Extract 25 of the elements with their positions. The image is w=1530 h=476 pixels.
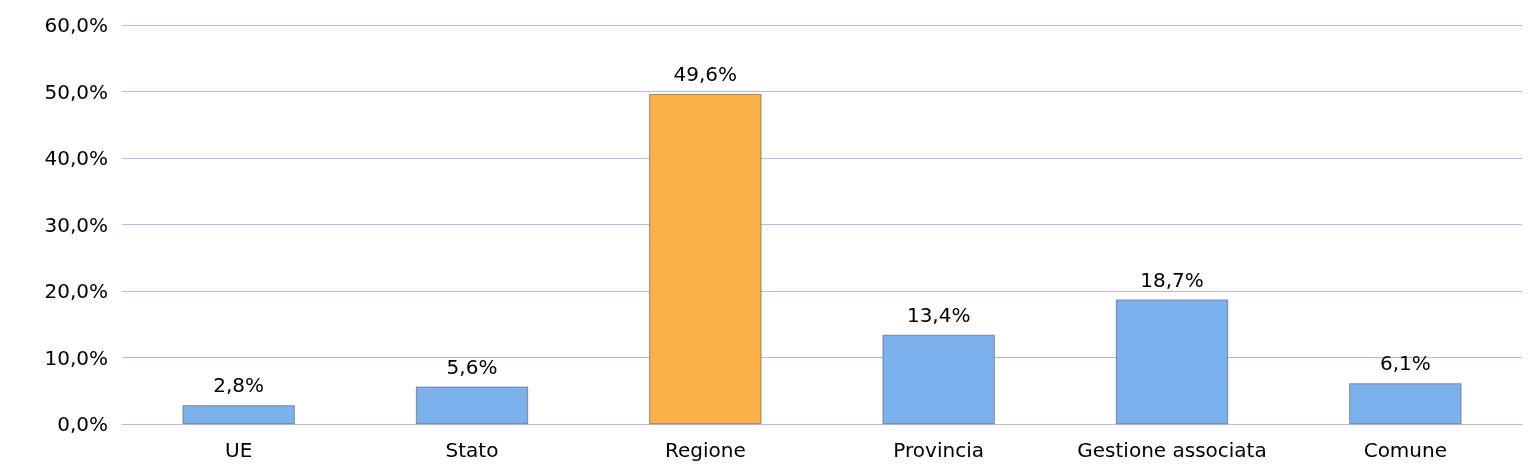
bar [882,334,995,424]
y-tick-label: 50,0% [44,79,108,104]
bar [649,94,762,424]
y-tick-label: 40,0% [44,146,108,170]
x-tick-label: Provincia [893,438,984,462]
y-tick-label: 60,0% [44,13,108,37]
y-tick-label: 0,0% [57,412,108,436]
bar [416,386,528,424]
y-tick-label: 30,0% [44,212,108,237]
x-tick-label: Regione [664,438,746,462]
data-label: 2,8% [213,373,265,398]
bar [1116,299,1228,424]
x-tick-label: Gestione associata [1077,438,1267,462]
data-label: 49,6% [673,62,738,87]
x-tick-label: UE [225,438,253,462]
x-tick-label: Comune [1363,438,1448,462]
data-label: 13,4% [906,302,971,327]
data-label: 6,1% [1379,351,1431,376]
y-tick-label: 20,0% [44,279,108,303]
x-tick-label: Stato [445,438,499,462]
data-label: 5,6% [446,354,498,379]
bar [1349,383,1462,424]
y-tick-label: 10,0% [44,345,108,370]
data-label: 18,7% [1140,267,1204,292]
bar [182,405,295,424]
